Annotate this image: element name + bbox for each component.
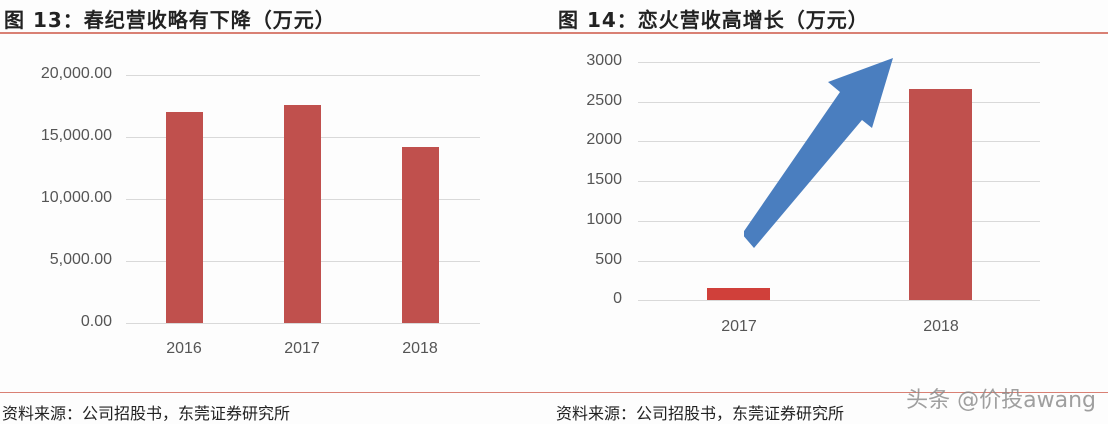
- watermark: 头条 @价投awang: [906, 388, 1096, 413]
- y-tick-label: 0.00: [80, 313, 112, 330]
- y-tick-label: 0: [613, 290, 622, 307]
- bar-2017: [707, 288, 770, 300]
- y-tick-label: 3000: [586, 52, 622, 69]
- right-title-rule: [554, 32, 1108, 34]
- left-title-rule: [0, 32, 554, 34]
- bar-2018: [909, 89, 972, 300]
- y-tick-label: 1500: [586, 171, 622, 188]
- x-tick-label: 2017: [721, 318, 757, 335]
- right-source-note: 资料来源：公司招股书，东莞证券研究所: [556, 404, 845, 423]
- right-chart-title: 图 14：恋火营收高增长（万元）: [558, 8, 869, 32]
- x-tick-label: 2016: [166, 340, 202, 357]
- y-tick-label: 10,000.00: [40, 189, 112, 206]
- y-tick-label: 1000: [586, 211, 622, 228]
- x-axis-line: [638, 300, 1040, 301]
- left-chart-panel: 图 13：春纪营收略有下降（万元） 20,000.00 15,000.00 10…: [0, 8, 554, 423]
- x-tick-label: 2018: [402, 340, 438, 357]
- y-tick-label: 5,000.00: [49, 251, 112, 268]
- bar-2017: [284, 105, 321, 323]
- left-source-rule: [0, 392, 554, 393]
- gridline: [638, 181, 1040, 182]
- x-tick-label: 2018: [923, 318, 959, 335]
- gridline: [126, 75, 480, 76]
- y-tick-label: 20,000.00: [40, 65, 112, 82]
- y-tick-label: 2000: [586, 131, 622, 148]
- y-tick-label: 500: [595, 251, 622, 268]
- gridline: [638, 221, 1040, 222]
- y-tick-label: 2500: [586, 92, 622, 109]
- x-axis-line: [126, 323, 480, 324]
- left-chart-title: 图 13：春纪营收略有下降（万元）: [4, 8, 336, 32]
- x-tick-label: 2017: [284, 340, 320, 357]
- gridline: [638, 261, 1040, 262]
- bar-2018: [402, 147, 439, 323]
- left-source-note: 资料来源：公司招股书，东莞证券研究所: [2, 404, 291, 423]
- right-source-rule: [554, 392, 1108, 393]
- y-tick-label: 15,000.00: [40, 127, 112, 144]
- right-chart-panel: 图 14：恋火营收高增长（万元） 3000 2500 2000 1500 100…: [554, 0, 1108, 424]
- growth-arrow-icon: [744, 58, 893, 248]
- gridline: [638, 62, 1040, 63]
- bar-2016: [166, 112, 203, 323]
